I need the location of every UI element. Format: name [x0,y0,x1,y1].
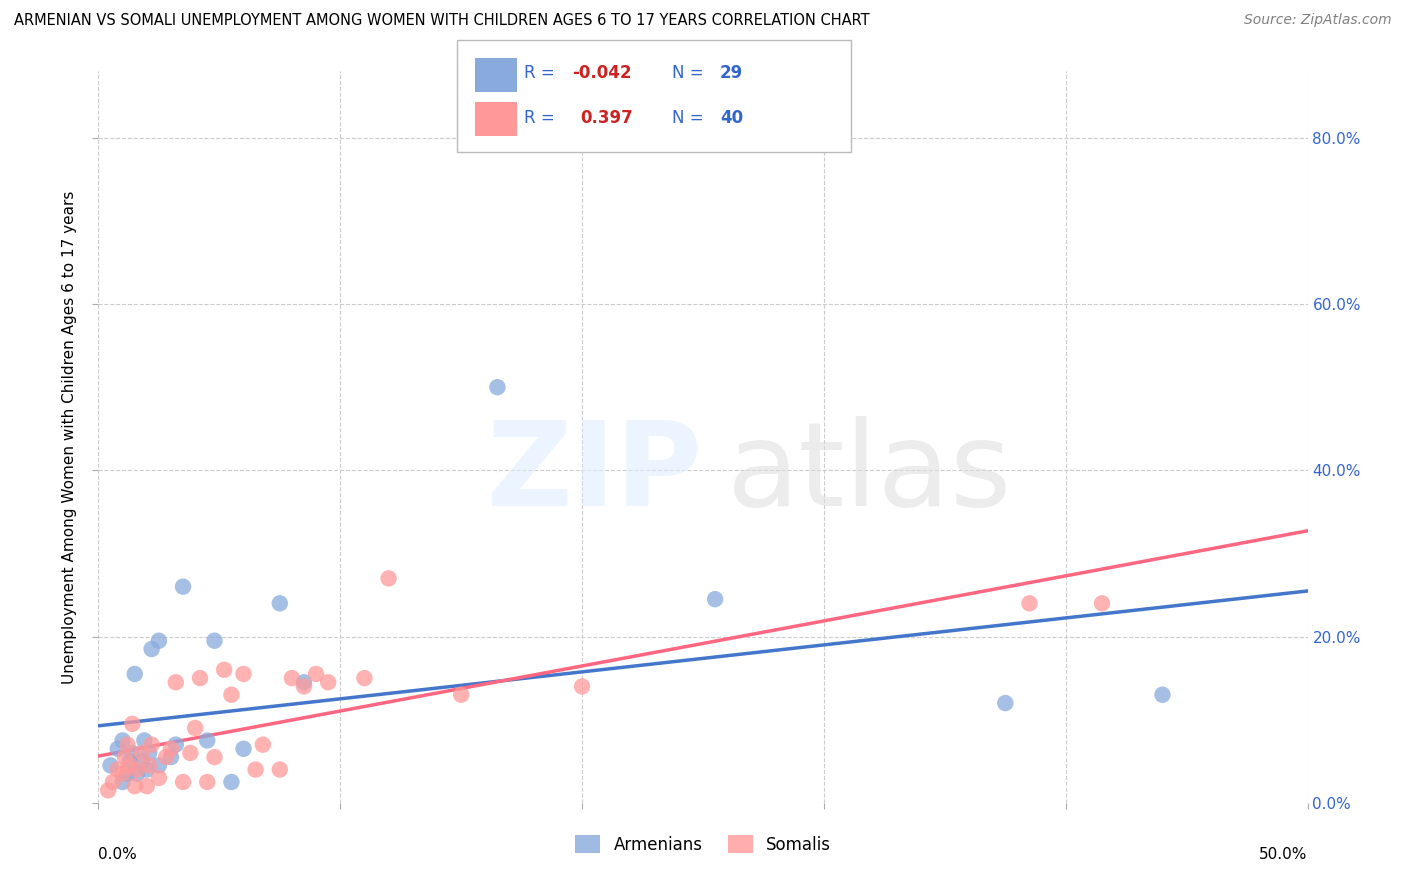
Point [118,754,141,768]
Point [148,771,170,785]
Text: 0.0%: 0.0% [98,847,138,862]
Point [131,754,153,768]
Point [165,738,187,752]
Text: R =: R = [524,64,561,82]
Point [212,663,235,677]
Text: N =: N = [672,64,709,82]
Point [118,758,141,772]
Point [704,592,727,607]
Point [486,380,509,394]
Point [135,779,157,793]
Point [111,766,134,780]
Point [111,775,134,789]
Point [138,746,160,760]
Point [111,733,134,747]
Point [160,750,183,764]
Point [316,675,339,690]
Text: 40: 40 [720,109,742,127]
Legend: Armenians, Somalis: Armenians, Somalis [568,829,838,860]
Point [160,741,183,756]
Point [269,596,291,610]
Point [141,738,163,752]
Point [121,746,143,760]
Text: -0.042: -0.042 [572,64,631,82]
Point [184,721,207,735]
Point [101,775,124,789]
Point [188,671,211,685]
Point [141,642,163,657]
Point [571,680,593,694]
Point [127,763,149,777]
Text: N =: N = [672,109,709,127]
Point [179,746,201,760]
Point [269,763,291,777]
Point [117,766,139,780]
Point [305,667,328,681]
Text: 50.0%: 50.0% [1260,847,1308,862]
Point [97,783,120,797]
Point [107,763,129,777]
Point [114,750,136,764]
Point [138,758,160,772]
Point [135,763,157,777]
Point [245,763,267,777]
Point [1152,688,1174,702]
Point [1018,596,1040,610]
Point [252,738,274,752]
Point [100,758,122,772]
Point [107,741,129,756]
Point [232,741,254,756]
Point [127,766,149,780]
Point [221,688,243,702]
Point [121,716,143,731]
Text: 29: 29 [720,64,744,82]
Text: Source: ZipAtlas.com: Source: ZipAtlas.com [1244,13,1392,28]
Point [204,750,226,764]
Y-axis label: Unemployment Among Women with Children Ages 6 to 17 years: Unemployment Among Women with Children A… [62,190,77,684]
Text: 0.397: 0.397 [581,109,634,127]
Point [353,671,375,685]
Text: atlas: atlas [727,417,1012,531]
Point [165,675,187,690]
Point [124,667,146,681]
Point [204,633,226,648]
Point [134,733,156,747]
Text: ZIP: ZIP [486,417,703,531]
Point [232,667,254,681]
Point [994,696,1017,710]
Point [117,738,139,752]
Text: R =: R = [524,109,565,127]
Point [195,733,218,747]
Point [450,688,472,702]
Point [377,571,399,585]
Point [148,633,170,648]
Point [281,671,304,685]
Point [131,746,153,760]
Point [172,580,194,594]
Point [292,680,315,694]
Point [155,750,177,764]
Point [148,758,170,772]
Point [221,775,243,789]
Point [292,675,315,690]
Point [172,775,194,789]
Point [195,775,218,789]
Point [124,779,146,793]
Text: ARMENIAN VS SOMALI UNEMPLOYMENT AMONG WOMEN WITH CHILDREN AGES 6 TO 17 YEARS COR: ARMENIAN VS SOMALI UNEMPLOYMENT AMONG WO… [14,13,870,29]
Point [1091,596,1114,610]
